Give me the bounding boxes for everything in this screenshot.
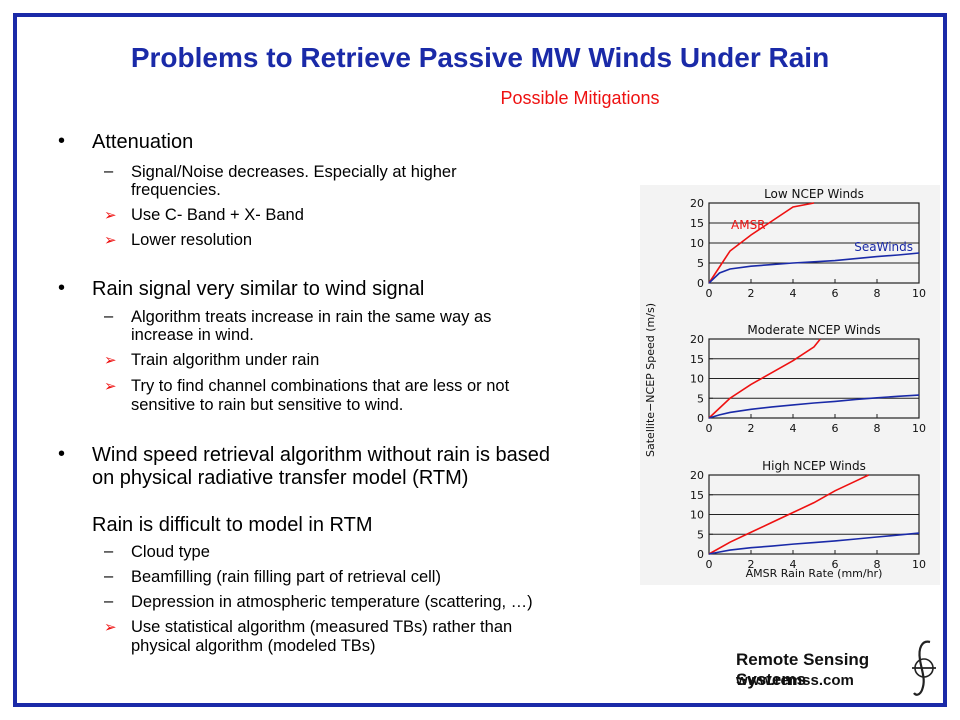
atten-arrow2: Lower resolution [131,231,253,249]
attenuation-heading: Attenuation [92,131,194,153]
x-tick-label: 10 [912,422,926,435]
x-tick-label: 6 [832,558,839,571]
dash-rtm-3: – [104,592,114,610]
y-tick-label: 20 [690,197,704,210]
atten-sub1b: frequencies. [131,181,221,199]
series-line [708,202,815,284]
y-tick-label: 10 [690,509,704,522]
y-tick-label: 10 [690,237,704,250]
x-tick-label: 8 [874,558,881,571]
x-tick-label: 8 [874,422,881,435]
series-line [708,252,920,284]
rtm-heading1: Wind speed retrieval algorithm without r… [92,444,550,466]
series-line [708,338,821,419]
logo-url: www.remss.com [736,672,854,689]
chart-title: Low NCEP Winds [764,187,864,201]
legend-label: SeaWinds [854,240,913,254]
arrow-icon: ➢ [104,378,117,395]
bullet-rain: • [58,277,66,299]
arrow-icon: ➢ [104,207,117,224]
rtm-arrow1b: physical algorithm (modeled TBs) [131,637,376,655]
series-line [708,532,920,555]
slide-title: Problems to Retrieve Passive MW Winds Un… [130,42,830,73]
x-tick-label: 4 [790,287,797,300]
dash-atten-1: – [104,162,114,180]
logo-name: Remote Sensing Systems [736,650,870,689]
x-tick-label: 10 [912,287,926,300]
rtm-arrow1: Use statistical algorithm (measured TBs)… [131,618,513,636]
y-tick-label: 15 [690,217,704,230]
rain-sub1: Algorithm treats increase in rain the sa… [131,308,492,326]
x-axis-label: AMSR Rain Rate (mm/hr) [746,567,883,580]
x-tick-label: 0 [706,287,713,300]
chart-title: Moderate NCEP Winds [747,323,880,337]
arrow-icon: ➢ [104,352,117,369]
logo: Remote Sensing Systems www.remss.com [736,640,936,700]
x-tick-label: 10 [912,558,926,571]
arrow-icon: ➢ [104,619,117,636]
plot-frame [708,474,920,555]
x-tick-label: 2 [748,287,755,300]
x-tick-label: 6 [832,287,839,300]
x-tick-label: 4 [790,422,797,435]
plot-frame [708,338,920,419]
logo-mark-icon [912,640,936,696]
chart-title: High NCEP Winds [762,459,866,473]
series-line [708,474,869,555]
y-tick-label: 15 [690,489,704,502]
rtm-sub2: Beamfilling (rain filling part of retrie… [131,568,441,586]
y-tick-label: 10 [690,373,704,386]
atten-arrow1: Use C- Band + X- Band [131,206,304,224]
atten-sub1: Signal/Noise decreases. Especially at hi… [131,163,457,181]
rain-heading: Rain signal very similar to wind signal [92,278,425,300]
x-tick-label: 4 [790,558,797,571]
subtitle-text: Possible Mitigations [500,88,660,108]
y-tick-label: 20 [690,469,704,482]
rain-arrow1: Train algorithm under rain [131,351,320,369]
y-tick-label: 5 [697,257,704,270]
slide-subtitle: Possible Mitigations [0,88,960,109]
x-tick-label: 8 [874,287,881,300]
y-tick-label: 0 [697,412,704,425]
y-tick-label: 5 [697,528,704,541]
rtm-sub3: Depression in atmospheric temperature (s… [131,593,533,611]
x-tick-label: 2 [748,422,755,435]
x-tick-label: 6 [832,422,839,435]
x-tick-label: 0 [706,558,713,571]
dash-rtm-2: – [104,567,114,585]
y-tick-label: 0 [697,277,704,290]
y-tick-label: 20 [690,333,704,346]
rain-arrow2: Try to find channel combinations that ar… [131,377,510,395]
chart-panel: 0 5 10 15 20 0 2 4 6 8 10 Low NCEP Winds AMSR SeaWind… [640,185,940,585]
bullet-attenuation: • [58,130,66,152]
legend-label: AMSR [731,218,766,232]
rtm-heading2: on physical radiative transfer model (RT… [92,467,469,489]
y-tick-label: 5 [697,392,704,405]
series-line [708,394,920,419]
bullet-rtm: • [58,443,66,465]
y-tick-label: 15 [690,353,704,366]
rtm-heading3: Rain is difficult to model in RTM [92,514,373,536]
rain-arrow2b: sensitive to rain but sensitive to wind. [131,396,404,414]
rtm-sub1: Cloud type [131,543,210,561]
dash-rtm-1: – [104,542,114,560]
rain-sub1b: increase in wind. [131,326,254,344]
x-tick-label: 2 [748,558,755,571]
y-tick-label: 0 [697,548,704,561]
arrow-icon: ➢ [104,232,117,249]
y-axis-label: Satellite−NCEP Speed (m/s) [644,303,657,457]
dash-rain-1: – [104,307,114,325]
x-tick-label: 0 [706,422,713,435]
